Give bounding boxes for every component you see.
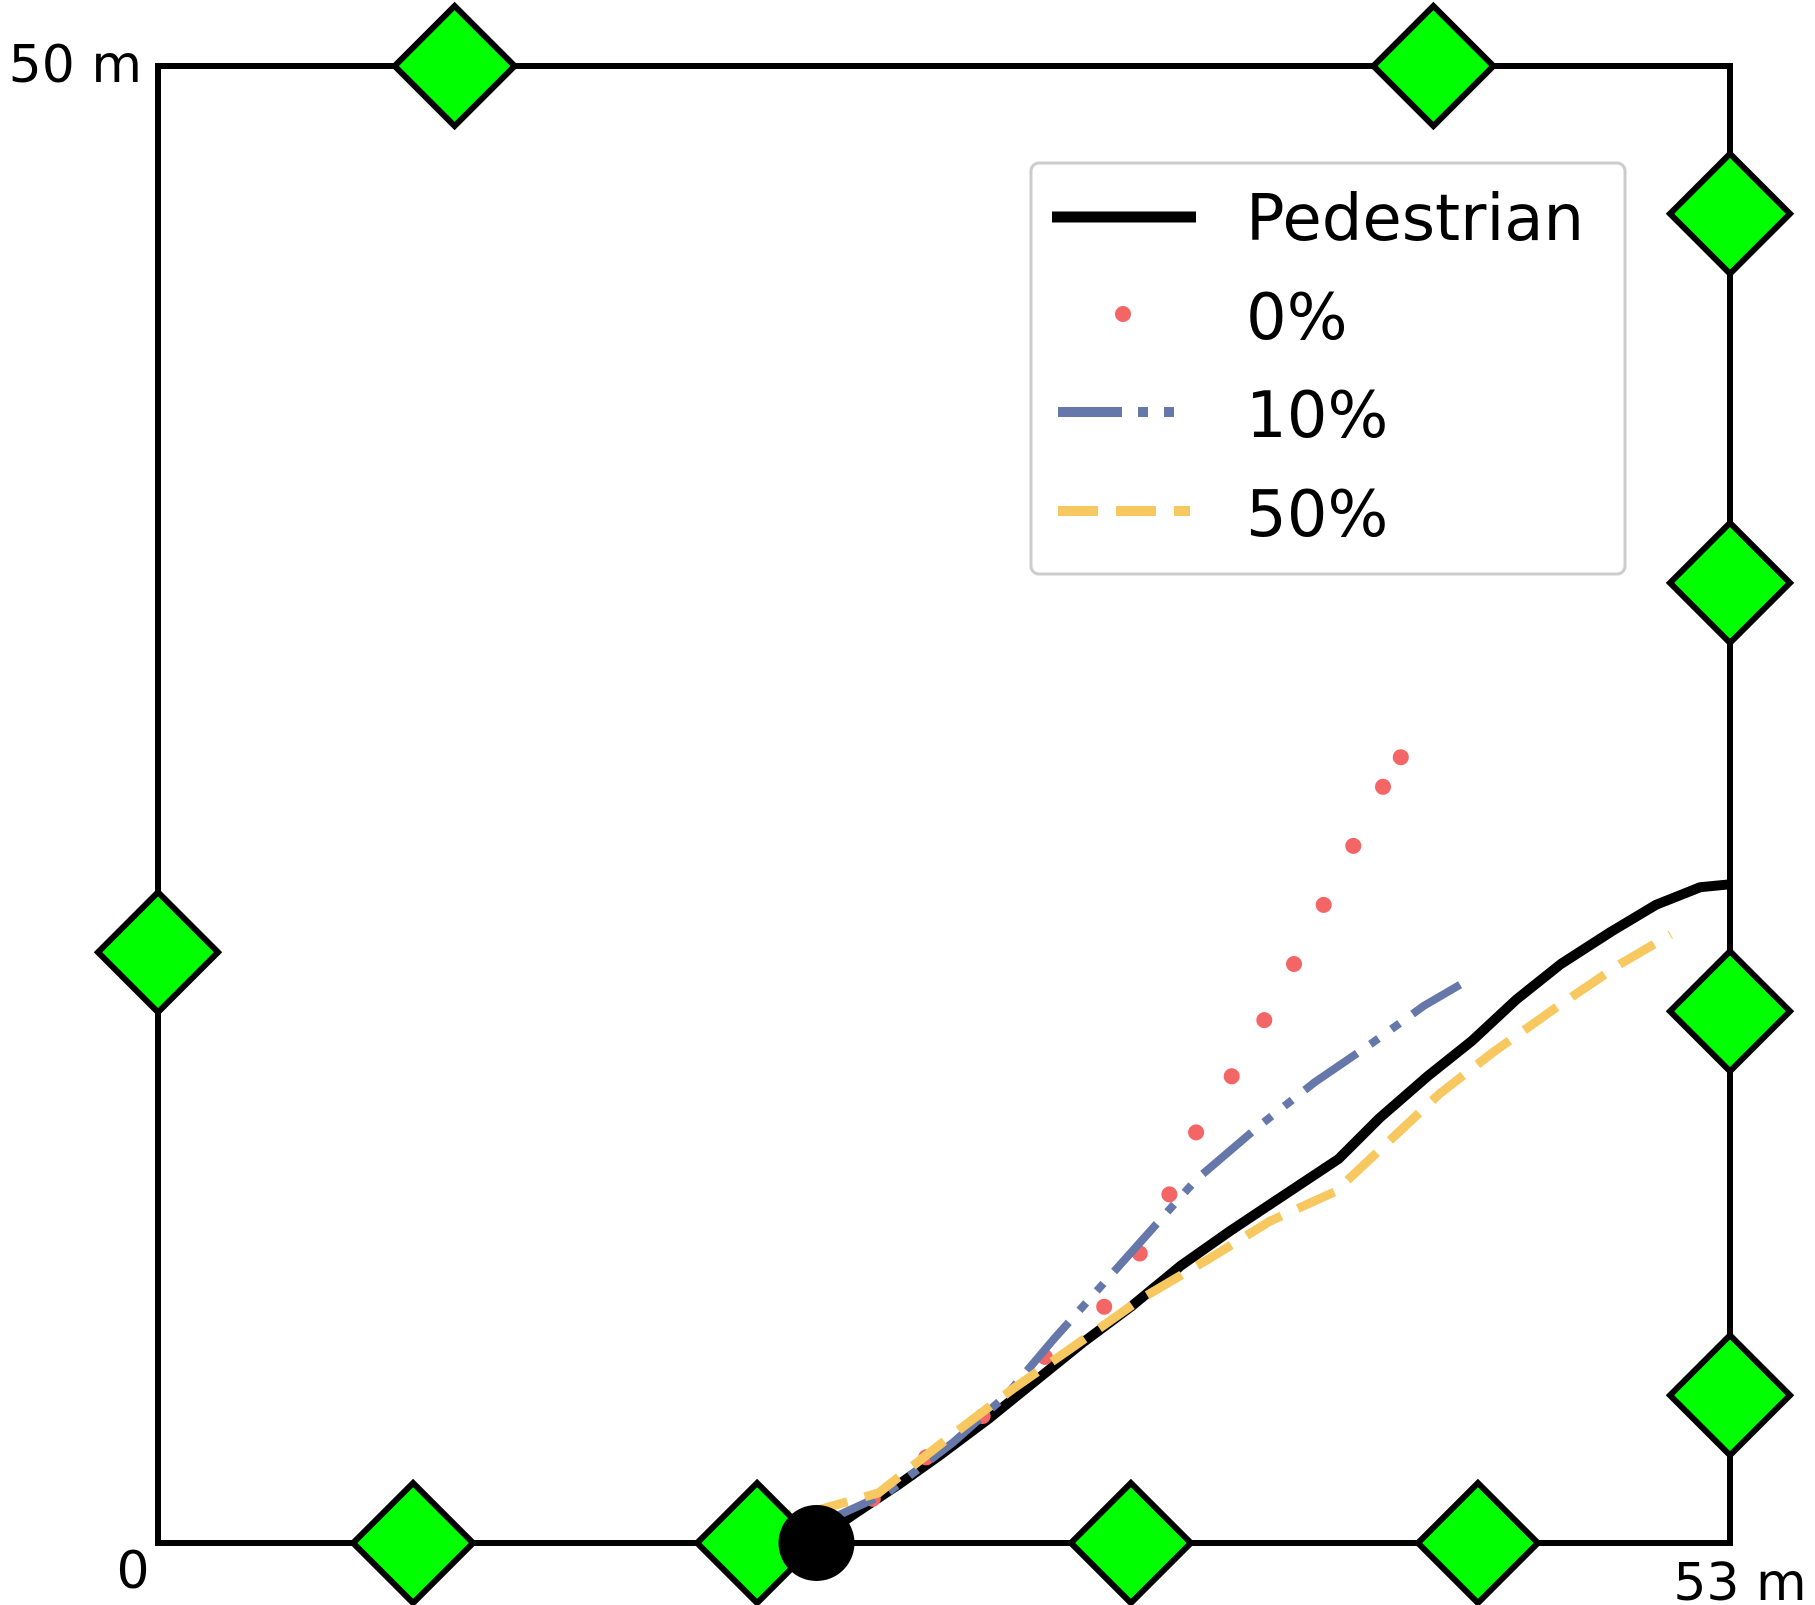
start-marker xyxy=(778,1505,855,1581)
series-0pct-point-8 xyxy=(1188,1124,1205,1141)
series-0pct-point-7 xyxy=(1161,1186,1178,1203)
anchor-marker-10 xyxy=(1413,1478,1543,1605)
legend-label-50pct: 50% xyxy=(1246,478,1388,552)
series-50pct-line xyxy=(750,930,1673,1524)
anchor-marker-2 xyxy=(1665,149,1795,278)
anchor-marker-3 xyxy=(1665,518,1795,648)
series-0pct-point-5 xyxy=(1096,1298,1113,1315)
series-0pct-point-9 xyxy=(1223,1068,1240,1085)
origin-label: 0 xyxy=(116,1541,149,1601)
anchor-marker-7 xyxy=(348,1478,478,1605)
legend-swatch-0pct xyxy=(1115,306,1131,322)
series-0pct-point-15 xyxy=(1392,749,1409,766)
series-0pct-point-10 xyxy=(1256,1012,1273,1029)
legend: Pedestrian 0% 10% 50% xyxy=(1029,161,1627,576)
anchor-marker-6 xyxy=(93,887,223,1017)
legend-label-10pct: 10% xyxy=(1246,379,1388,453)
anchor-marker-9 xyxy=(1066,1478,1196,1605)
series-0pct-point-14 xyxy=(1375,778,1391,795)
anchor-marker-5 xyxy=(1665,1331,1795,1460)
anchor-marker-1 xyxy=(1369,1,1498,131)
anchor-markers xyxy=(93,1,1795,1605)
anchor-marker-0 xyxy=(390,1,519,131)
anchor-marker-4 xyxy=(1665,947,1795,1076)
start-marker-layer xyxy=(778,1505,855,1581)
plot-frame xyxy=(155,63,1733,1546)
series-0pct xyxy=(743,749,1409,1534)
legend-box xyxy=(1029,161,1627,576)
y-max-label: 50 m xyxy=(9,35,142,95)
legend-label-pedestrian: Pedestrian xyxy=(1246,182,1584,256)
series-0pct-point-12 xyxy=(1315,896,1332,913)
series-0pct-point-13 xyxy=(1345,837,1362,854)
trajectory-lines xyxy=(743,749,1731,1545)
x-max-label: 53 m xyxy=(1673,1553,1806,1605)
series-10pct-line xyxy=(814,981,1463,1529)
legend-label-0pct: 0% xyxy=(1246,281,1348,355)
series-0pct-point-11 xyxy=(1286,956,1302,972)
